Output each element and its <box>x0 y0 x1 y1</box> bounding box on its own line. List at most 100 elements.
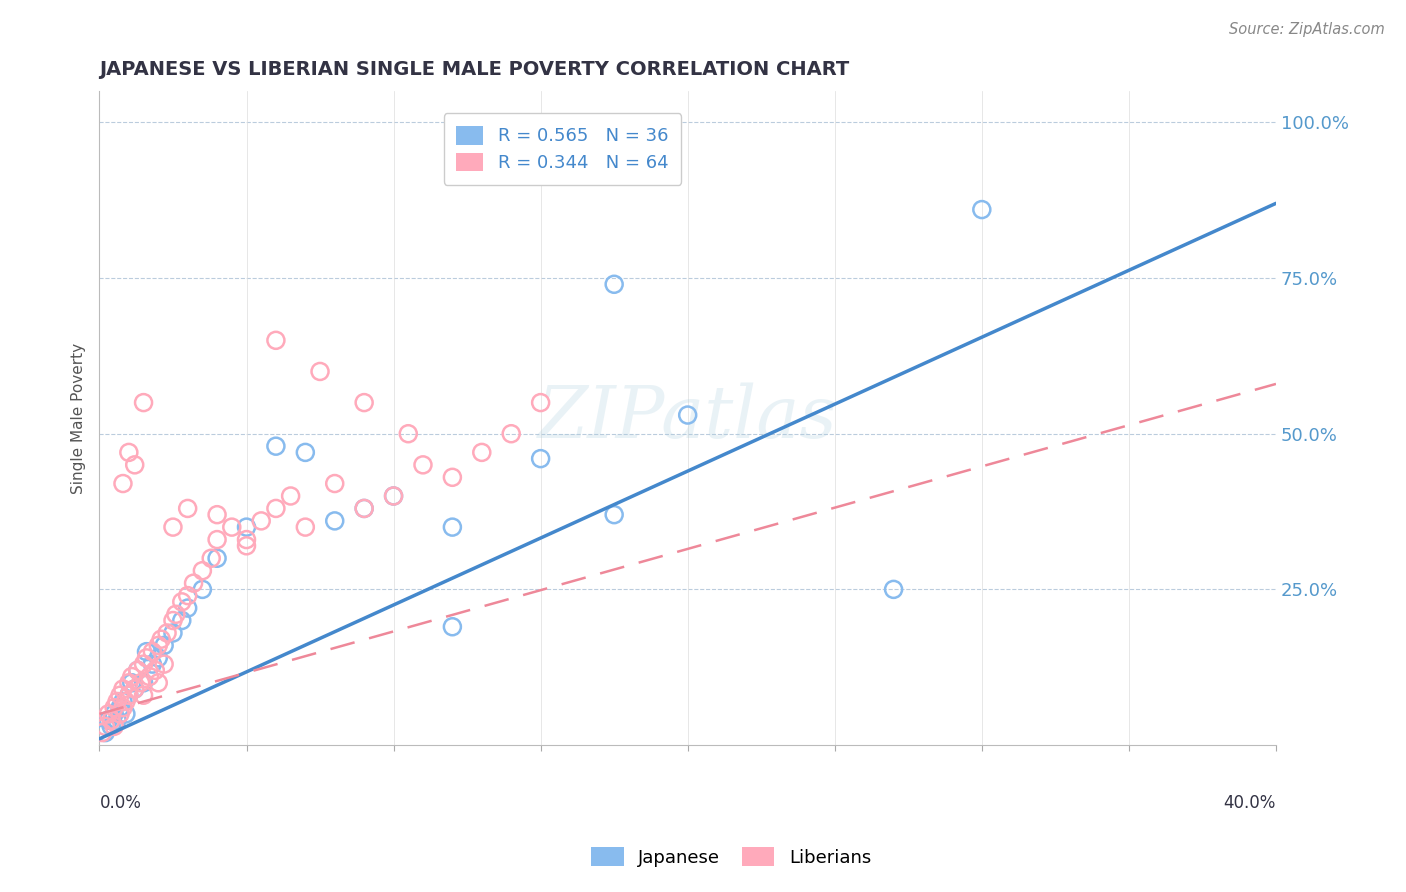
Point <box>294 445 316 459</box>
Point <box>441 520 464 534</box>
Point <box>183 576 205 591</box>
Point <box>396 426 419 441</box>
Point <box>108 706 131 721</box>
Point <box>121 675 143 690</box>
Point <box>153 639 176 653</box>
Point <box>108 700 131 714</box>
Text: JAPANESE VS LIBERIAN SINGLE MALE POVERTY CORRELATION CHART: JAPANESE VS LIBERIAN SINGLE MALE POVERTY… <box>100 60 849 78</box>
Point <box>100 713 122 727</box>
Point <box>382 489 405 503</box>
Point <box>353 501 375 516</box>
Point <box>309 364 332 378</box>
Point <box>412 458 434 472</box>
Point <box>105 694 128 708</box>
Point <box>100 719 122 733</box>
Point <box>501 426 523 441</box>
Point <box>129 675 152 690</box>
Point <box>235 520 257 534</box>
Point <box>205 533 228 547</box>
Point <box>118 445 141 459</box>
Point <box>441 470 464 484</box>
Point <box>200 551 222 566</box>
Point <box>148 651 170 665</box>
Point <box>91 725 114 739</box>
Point <box>94 725 117 739</box>
Point <box>176 589 198 603</box>
Point <box>118 688 141 702</box>
Point <box>132 395 155 409</box>
Y-axis label: Single Male Poverty: Single Male Poverty <box>72 343 86 493</box>
Point <box>221 520 243 534</box>
Point <box>162 520 184 534</box>
Point <box>970 202 993 217</box>
Point <box>111 681 134 696</box>
Text: ZIPatlas: ZIPatlas <box>538 383 838 453</box>
Text: 40.0%: 40.0% <box>1223 794 1277 812</box>
Point <box>103 719 125 733</box>
Point <box>118 675 141 690</box>
Point <box>250 514 273 528</box>
Point <box>135 645 157 659</box>
Point <box>103 700 125 714</box>
Point <box>127 663 149 677</box>
Point <box>382 489 405 503</box>
Point <box>97 713 120 727</box>
Point <box>150 632 173 647</box>
Point <box>162 626 184 640</box>
Point <box>176 601 198 615</box>
Point <box>235 533 257 547</box>
Point <box>118 688 141 702</box>
Point <box>235 539 257 553</box>
Point <box>148 639 170 653</box>
Point <box>156 626 179 640</box>
Point <box>143 663 166 677</box>
Point <box>132 657 155 672</box>
Point <box>617 165 640 179</box>
Point <box>162 614 184 628</box>
Point <box>530 451 553 466</box>
Point <box>141 645 163 659</box>
Point <box>111 476 134 491</box>
Point <box>108 688 131 702</box>
Point <box>111 700 134 714</box>
Point <box>138 669 160 683</box>
Point <box>165 607 187 622</box>
Point <box>132 688 155 702</box>
Point <box>471 445 494 459</box>
Point <box>132 675 155 690</box>
Point <box>170 614 193 628</box>
Point <box>264 439 287 453</box>
Point <box>94 719 117 733</box>
Point <box>205 508 228 522</box>
Legend: Japanese, Liberians: Japanese, Liberians <box>583 840 879 874</box>
Point <box>323 514 346 528</box>
Point <box>205 551 228 566</box>
Point <box>530 395 553 409</box>
Point <box>441 620 464 634</box>
Point <box>676 408 699 422</box>
Point <box>353 395 375 409</box>
Point <box>170 595 193 609</box>
Point <box>264 501 287 516</box>
Point <box>97 706 120 721</box>
Point <box>153 657 176 672</box>
Point <box>135 651 157 665</box>
Point <box>264 334 287 348</box>
Point <box>603 277 626 292</box>
Point <box>124 458 146 472</box>
Point <box>124 681 146 696</box>
Point <box>111 694 134 708</box>
Point <box>280 489 302 503</box>
Point <box>323 476 346 491</box>
Point <box>191 582 214 597</box>
Point <box>121 669 143 683</box>
Point <box>176 501 198 516</box>
Point <box>124 681 146 696</box>
Point <box>603 508 626 522</box>
Point <box>191 564 214 578</box>
Point <box>127 663 149 677</box>
Point <box>141 657 163 672</box>
Point <box>294 520 316 534</box>
Point <box>353 501 375 516</box>
Point <box>883 582 905 597</box>
